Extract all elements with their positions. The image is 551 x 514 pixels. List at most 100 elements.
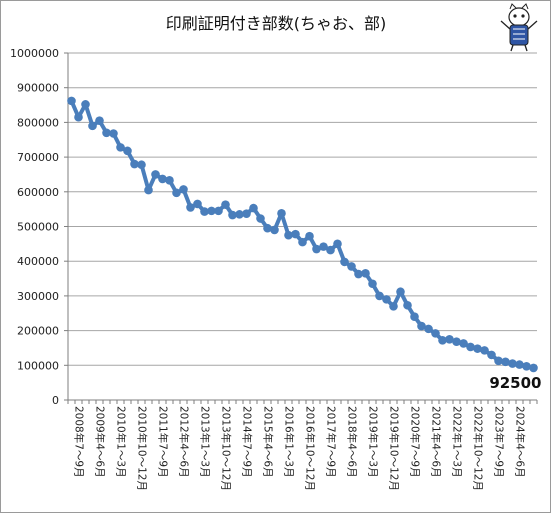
data-point [522,362,531,371]
data-point [228,210,237,220]
x-tick-label: 2017年7～9月 [325,406,338,478]
data-point [298,237,307,247]
x-tick-label: 2020年7～9月 [409,406,422,478]
data-point [452,337,461,347]
data-point [221,200,230,209]
data-point [291,229,300,239]
data-point [270,225,279,235]
data-point [508,359,517,368]
data-point [249,203,258,213]
x-tick-label: 2022年10～12月 [472,406,485,491]
data-point [466,342,475,352]
x-tick-label: 2018年4～6月 [346,406,359,478]
data-point [403,300,412,310]
data-point [130,159,139,169]
x-tick-label: 2014年7～9月 [241,406,254,478]
data-point [116,143,125,152]
data-point [186,203,195,212]
data-point [193,199,202,209]
data-point [158,174,167,184]
data-point [389,302,398,311]
x-tick-label: 2011年7～9月 [157,406,170,478]
data-point [459,339,468,348]
data-point [165,176,174,185]
x-tick-label: 2015年4～6月 [262,406,275,478]
data-point [424,324,433,334]
data-point [256,214,265,223]
x-tick-label: 2019年10～12月 [388,406,401,491]
y-tick-label: 100000 [17,359,59,372]
y-tick-label: 900000 [17,82,59,95]
data-point [137,160,146,170]
y-tick-label: 300000 [17,290,59,303]
y-tick-label: 600000 [17,186,59,199]
data-point [179,185,188,194]
data-label-last-value: 92500 [489,374,541,392]
data-point [410,312,419,322]
mascot-icon [500,3,538,52]
data-point [95,116,104,125]
data-point [263,223,272,233]
x-tick-label: 2016年1～3月 [283,406,296,478]
data-point [102,128,111,138]
data-point [375,291,384,301]
data-point [480,346,489,355]
data-point [74,112,83,122]
x-tick-label: 2010年10～12月 [136,406,149,491]
y-tick-label: 0 [52,394,59,407]
data-point [81,100,90,109]
series-line [69,100,534,370]
data-point [277,209,286,218]
data-point [501,357,510,367]
data-point [417,321,426,331]
data-point [67,96,76,106]
x-tick-label: 2012年4～6月 [178,406,191,478]
x-tick-label: 2021年4～6月 [430,406,443,478]
data-point [354,269,363,279]
data-point [529,363,538,373]
x-tick-label: 2016年10～12月 [304,406,317,491]
x-tick-label: 2022年1～3月 [451,406,464,478]
data-point [207,206,216,216]
data-point [368,279,377,289]
data-point [144,185,153,195]
data-point [347,262,356,271]
data-point [494,356,503,366]
data-point [151,170,160,179]
x-tick-label: 2009年4～6月 [94,406,107,478]
data-point [487,350,496,360]
x-tick-label: 2019年1～3月 [367,406,380,478]
data-point [123,146,132,156]
y-tick-label: 800000 [17,116,59,129]
data-point [396,287,405,297]
x-tick-label: 2010年1～3月 [115,406,128,478]
data-point [438,336,447,345]
x-tick-label: 2023年7～9月 [493,406,506,478]
x-tick-label: 2024年4～6月 [514,406,527,478]
data-point [319,242,328,251]
data-point [445,334,454,344]
data-point [515,360,524,369]
data-point [214,206,223,216]
data-point [382,295,391,304]
data-point [305,231,314,241]
x-tick-label: 2013年10～12月 [220,406,233,491]
data-point [333,239,342,249]
data-point [284,230,293,240]
y-tick-label: 500000 [17,221,59,234]
data-point [242,209,251,218]
y-tick-label: 200000 [17,325,59,338]
data-point [235,210,244,219]
x-tick-label: 2013年1～3月 [199,406,212,478]
data-point [326,245,335,255]
data-point [109,129,118,138]
x-tick-label: 2008年7～9月 [73,406,86,478]
y-tick-label: 400000 [17,255,59,268]
data-point [431,329,440,338]
y-tick-label: 1000000 [10,47,59,60]
data-point [172,188,181,198]
data-point [340,257,349,267]
data-point [200,207,209,216]
